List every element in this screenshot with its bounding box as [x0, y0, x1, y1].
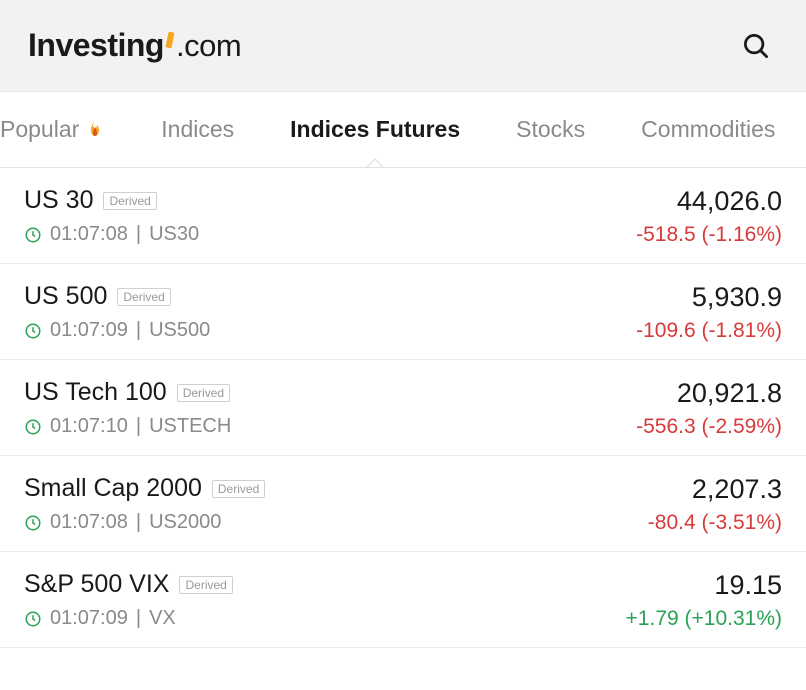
quote-right: 5,930.9 -109.6 (-1.81%)	[636, 282, 782, 343]
price: 5,930.9	[692, 282, 782, 313]
separator: |	[136, 319, 141, 342]
quote-right: 20,921.8 -556.3 (-2.59%)	[636, 378, 782, 439]
symbol: VX	[149, 607, 176, 630]
instrument-name: US Tech 100	[24, 378, 167, 407]
separator: |	[136, 607, 141, 630]
brand-dot-icon	[165, 27, 175, 64]
quote-row[interactable]: US 500 Derived 01:07:09 | US500 5,930.9 …	[0, 264, 806, 360]
quote-row[interactable]: US Tech 100 Derived 01:07:10 | USTECH 20…	[0, 360, 806, 456]
symbol: USTECH	[149, 415, 231, 438]
app-header: Investing .com	[0, 0, 806, 92]
change: -109.6 (-1.81%)	[636, 319, 782, 343]
tab-popular[interactable]: Popular	[0, 92, 133, 167]
price: 19.15	[714, 570, 782, 601]
instrument-name: S&P 500 VIX	[24, 570, 169, 599]
timestamp: 01:07:10	[50, 415, 128, 438]
brand-prefix: Investing	[28, 27, 164, 64]
separator: |	[136, 223, 141, 246]
quote-row[interactable]: S&P 500 VIX Derived 01:07:09 | VX 19.15 …	[0, 552, 806, 648]
instrument-name: US 500	[24, 282, 107, 311]
tab-label: Indices Futures	[290, 116, 460, 143]
brand-logo[interactable]: Investing .com	[28, 27, 241, 64]
derived-badge: Derived	[103, 192, 156, 210]
timestamp: 01:07:08	[50, 223, 128, 246]
tab-indices-futures[interactable]: Indices Futures	[262, 92, 488, 167]
derived-badge: Derived	[212, 480, 265, 498]
symbol: US500	[149, 319, 210, 342]
clock-icon	[24, 514, 42, 532]
timestamp: 01:07:09	[50, 607, 128, 630]
quote-left: S&P 500 VIX Derived 01:07:09 | VX	[24, 570, 233, 631]
symbol: US30	[149, 223, 199, 246]
derived-badge: Derived	[179, 576, 232, 594]
quote-right: 19.15 +1.79 (+10.31%)	[626, 570, 782, 631]
timestamp: 01:07:09	[50, 319, 128, 342]
clock-icon	[24, 418, 42, 436]
price: 20,921.8	[677, 378, 782, 409]
quote-right: 2,207.3 -80.4 (-3.51%)	[648, 474, 782, 535]
symbol: US2000	[149, 511, 221, 534]
separator: |	[136, 415, 141, 438]
instrument-name: US 30	[24, 186, 93, 215]
clock-icon	[24, 322, 42, 340]
quote-left: US 500 Derived 01:07:09 | US500	[24, 282, 210, 343]
search-button[interactable]	[734, 24, 778, 68]
price: 2,207.3	[692, 474, 782, 505]
quote-left: Small Cap 2000 Derived 01:07:08 | US2000	[24, 474, 265, 535]
search-icon	[741, 31, 771, 61]
tab-label: Commodities	[641, 116, 775, 143]
quote-row[interactable]: Small Cap 2000 Derived 01:07:08 | US2000…	[0, 456, 806, 552]
tab-indices[interactable]: Indices	[133, 92, 262, 167]
quotes-list: US 30 Derived 01:07:08 | US30 44,026.0 -…	[0, 168, 806, 648]
tab-label: Popular	[0, 116, 79, 143]
quote-left: US Tech 100 Derived 01:07:10 | USTECH	[24, 378, 231, 439]
timestamp: 01:07:08	[50, 511, 128, 534]
quote-left: US 30 Derived 01:07:08 | US30	[24, 186, 199, 247]
clock-icon	[24, 226, 42, 244]
instrument-name: Small Cap 2000	[24, 474, 202, 503]
quote-right: 44,026.0 -518.5 (-1.16%)	[636, 186, 782, 247]
quote-row[interactable]: US 30 Derived 01:07:08 | US30 44,026.0 -…	[0, 168, 806, 264]
clock-icon	[24, 610, 42, 628]
category-tabs: Popular Indices Indices Futures Stocks C…	[0, 92, 806, 168]
derived-badge: Derived	[117, 288, 170, 306]
tab-commodities[interactable]: Commodities	[613, 92, 803, 167]
flame-icon	[85, 118, 105, 142]
tab-label: Indices	[161, 116, 234, 143]
brand-suffix: .com	[176, 28, 241, 64]
change: -556.3 (-2.59%)	[636, 415, 782, 439]
tab-label: Stocks	[516, 116, 585, 143]
derived-badge: Derived	[177, 384, 230, 402]
tab-stocks[interactable]: Stocks	[488, 92, 613, 167]
change: -518.5 (-1.16%)	[636, 223, 782, 247]
change: -80.4 (-3.51%)	[648, 511, 782, 535]
separator: |	[136, 511, 141, 534]
price: 44,026.0	[677, 186, 782, 217]
change: +1.79 (+10.31%)	[626, 607, 782, 631]
